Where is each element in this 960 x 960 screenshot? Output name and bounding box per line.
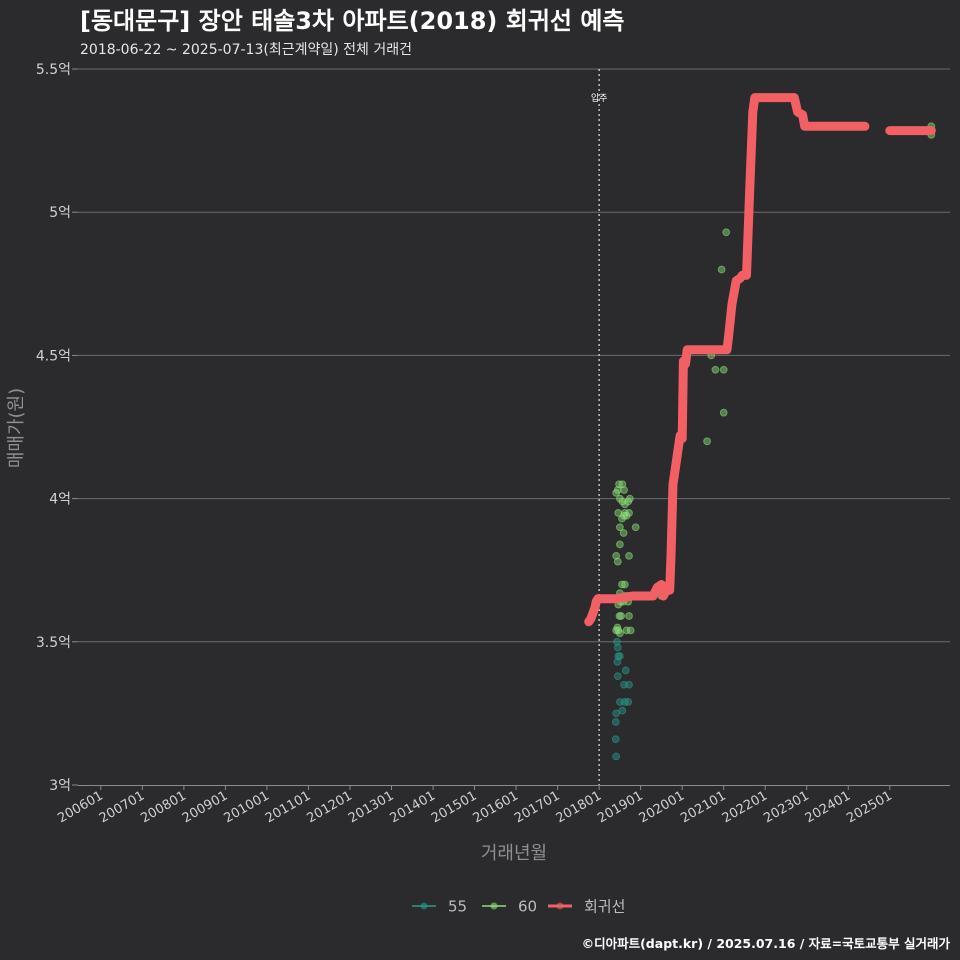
point-55	[613, 637, 621, 646]
point-60	[626, 626, 635, 635]
regression-line	[584, 93, 936, 627]
legend-label: 55	[448, 898, 467, 916]
point-60	[613, 557, 622, 566]
x-tick-label: 201701	[512, 788, 562, 826]
point-60	[617, 612, 626, 620]
point-60	[711, 365, 720, 374]
chart-subtitle: 2018-06-22 ~ 2025-07-13(최근계약일) 전체 거래건	[80, 42, 412, 58]
legend-key-dot	[420, 902, 428, 910]
point-60	[619, 529, 628, 537]
scatter-points	[611, 122, 936, 761]
point-55	[613, 643, 622, 652]
point-60	[615, 523, 624, 532]
point-60	[625, 551, 633, 560]
x-axis-title: 거래년월	[481, 843, 547, 864]
point-55	[620, 680, 628, 689]
y-tick-label: 5.5억	[36, 62, 71, 78]
y-tick-label: 5억	[49, 205, 71, 221]
point-60	[625, 612, 633, 620]
x-tick-label: 202201	[720, 788, 770, 826]
gridlines	[78, 68, 950, 643]
legend-label: 60	[518, 898, 537, 916]
point-55	[611, 735, 620, 744]
y-tick-label: 3.5억	[36, 635, 71, 651]
point-60	[620, 486, 628, 494]
x-tick-label: 201401	[388, 788, 438, 826]
point-60	[625, 509, 633, 517]
x-axis-ticks: 2006012007012008012009012010012011012012…	[55, 785, 895, 826]
point-60	[615, 540, 624, 549]
x-tick-label: 202501	[844, 788, 894, 826]
regression-segment	[584, 93, 870, 627]
x-tick-label: 201101	[263, 788, 313, 826]
point-55	[612, 752, 621, 761]
point-60	[631, 523, 640, 532]
point-60	[719, 365, 728, 374]
point-55	[611, 718, 620, 726]
x-tick-label: 201201	[304, 788, 354, 826]
legend: 55 60 회귀선	[412, 898, 625, 916]
x-tick-label: 202101	[678, 788, 728, 826]
point-60	[613, 623, 622, 632]
point-60	[625, 494, 634, 503]
point-60	[620, 580, 629, 589]
x-tick-label: 201501	[429, 788, 479, 826]
point-55	[615, 652, 624, 661]
x-tick-label: 202001	[637, 788, 687, 826]
point-60	[613, 486, 622, 494]
x-tick-label: 201901	[595, 788, 645, 826]
point-60	[615, 494, 624, 503]
point-55	[612, 709, 621, 718]
point-60	[722, 228, 731, 237]
x-tick-label: 201001	[221, 788, 271, 826]
move-in-marker-label: 입주	[591, 92, 608, 104]
point-55	[613, 672, 622, 681]
x-tick-label: 202401	[803, 788, 853, 826]
x-tick-label: 200901	[180, 788, 230, 826]
x-tick-label: 202301	[761, 788, 811, 826]
x-tick-label: 200601	[55, 788, 105, 826]
y-tick-label: 3억	[49, 778, 71, 794]
source-caption: ©디아파트(dapt.kr) / 2025.07.16 / 자료=국토교통부 실…	[582, 936, 951, 951]
point-55	[621, 666, 630, 675]
point-55	[618, 706, 627, 715]
x-tick-label: 200701	[97, 788, 147, 826]
y-axis-ticks: 3억 3.5억 4억 4.5억 5억 5.5억	[36, 62, 78, 794]
point-60	[618, 480, 627, 489]
point-60	[622, 626, 631, 635]
y-axis-title: 매매가(원)	[6, 388, 27, 468]
x-tick-label: 201601	[471, 788, 521, 826]
point-60	[703, 437, 711, 446]
x-tick-label: 200801	[138, 788, 188, 826]
x-tick-label: 201301	[346, 788, 396, 826]
y-tick-label: 4.5억	[36, 348, 71, 364]
point-60	[719, 408, 728, 417]
x-tick-label: 201801	[554, 788, 604, 826]
point-60	[717, 265, 726, 274]
point-60	[612, 551, 621, 560]
legend-key-dot	[490, 902, 498, 910]
point-55	[624, 698, 633, 706]
y-tick-label: 4억	[49, 492, 71, 508]
legend-label: 회귀선	[584, 898, 625, 916]
chart-title: [동대문구] 장안 태솔3차 아파트(2018) 회귀선 예측	[80, 7, 625, 35]
legend-key-dot	[556, 902, 564, 910]
